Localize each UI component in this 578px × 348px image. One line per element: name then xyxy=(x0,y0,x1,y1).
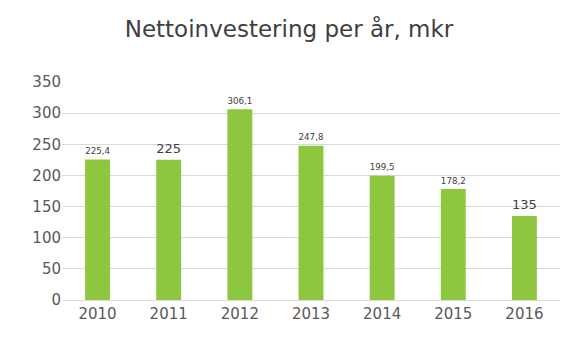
svg-text:150: 150 xyxy=(32,198,61,216)
svg-text:2010: 2010 xyxy=(78,305,116,323)
svg-text:2013: 2013 xyxy=(292,305,330,323)
svg-text:247,8: 247,8 xyxy=(299,132,324,142)
svg-text:178,2: 178,2 xyxy=(441,176,466,186)
svg-text:2014: 2014 xyxy=(363,305,401,323)
svg-text:350: 350 xyxy=(32,73,61,91)
svg-text:2012: 2012 xyxy=(221,305,259,323)
svg-text:50: 50 xyxy=(42,260,61,278)
svg-text:2016: 2016 xyxy=(505,305,543,323)
svg-text:135: 135 xyxy=(512,197,537,212)
svg-text:2011: 2011 xyxy=(150,305,188,323)
svg-text:0: 0 xyxy=(51,291,61,309)
svg-text:2015: 2015 xyxy=(434,305,472,323)
svg-text:300: 300 xyxy=(32,104,61,122)
svg-text:225: 225 xyxy=(156,141,181,156)
svg-text:225,4: 225,4 xyxy=(85,146,110,156)
svg-text:100: 100 xyxy=(32,229,61,247)
svg-text:200: 200 xyxy=(32,167,61,185)
svg-text:199,5: 199,5 xyxy=(370,162,395,172)
svg-text:306,1: 306,1 xyxy=(227,96,252,106)
svg-text:250: 250 xyxy=(32,136,61,154)
svg-text:Nettoinvestering per år, mkr: Nettoinvestering per år, mkr xyxy=(125,15,454,42)
